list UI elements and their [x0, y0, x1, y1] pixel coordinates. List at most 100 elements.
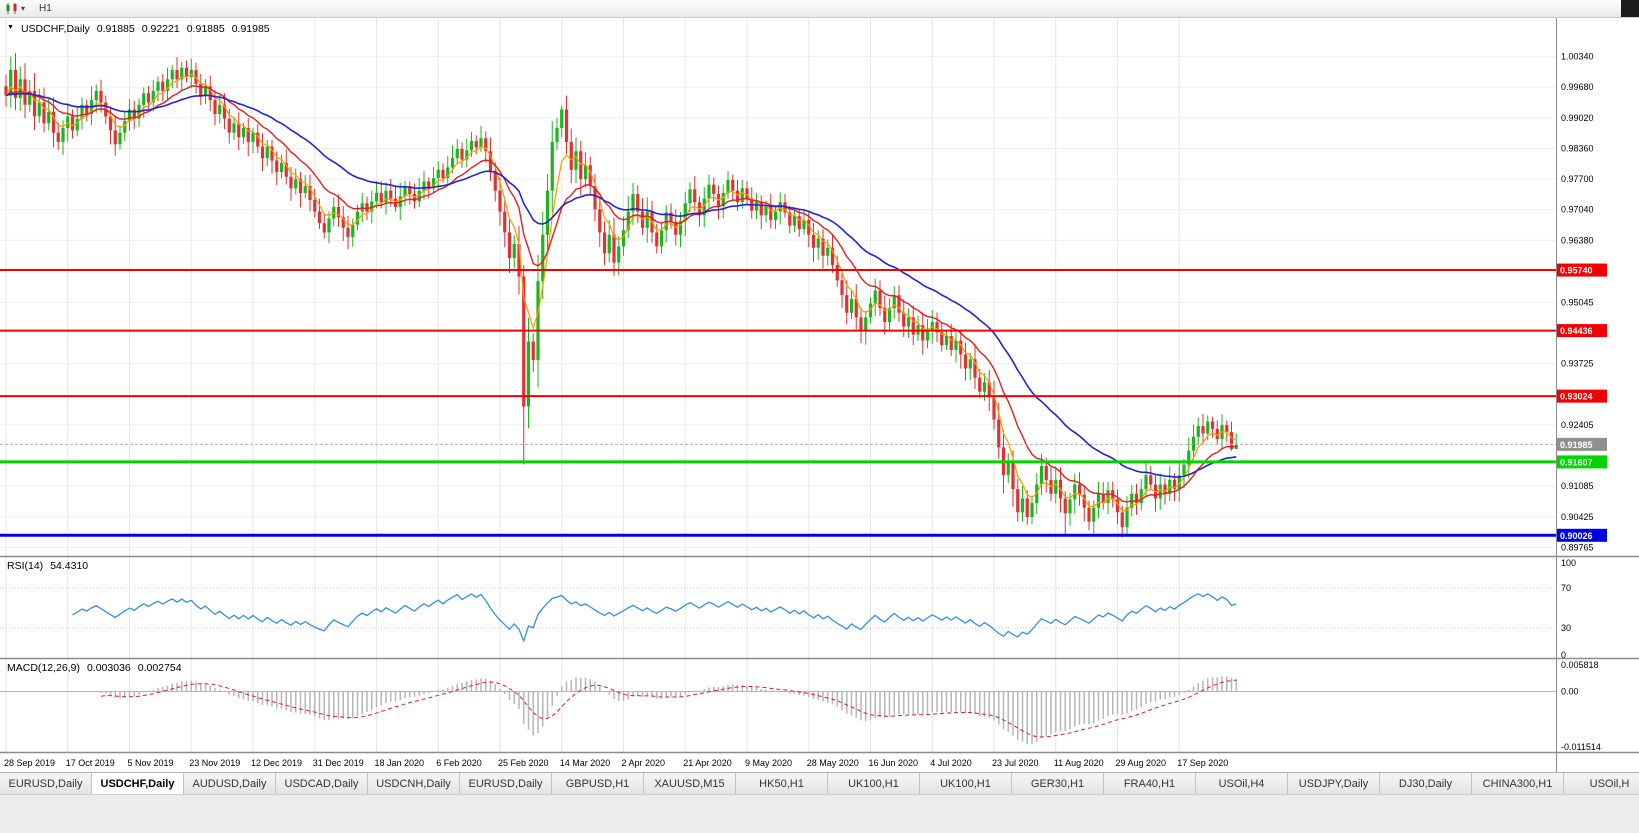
svg-text:0.93725: 0.93725	[1561, 359, 1594, 369]
svg-text:28 Sep 2019: 28 Sep 2019	[4, 758, 55, 768]
macd-indicator-value-main: 0.003036	[86, 662, 131, 674]
chart-tab-USOil-H4[interactable]: USOil,H4	[1196, 773, 1288, 795]
svg-text:4 Jul 2020: 4 Jul 2020	[930, 758, 972, 768]
svg-text:16 Jun 2020: 16 Jun 2020	[869, 758, 919, 768]
chart-tab-EURUSD-Daily[interactable]: EURUSD,Daily	[0, 773, 92, 795]
chart-tab-USDCNH-Daily[interactable]: USDCNH,Daily	[368, 773, 460, 795]
svg-text:31 Dec 2019: 31 Dec 2019	[313, 758, 364, 768]
svg-text:0: 0	[1561, 650, 1566, 660]
svg-text:0.97700: 0.97700	[1561, 174, 1594, 184]
chart-tab-GBPUSD-H1[interactable]: GBPUSD,H1	[552, 773, 644, 795]
chart-type-button[interactable]: ▾	[4, 2, 25, 15]
svg-text:23 Jul 2020: 23 Jul 2020	[992, 758, 1039, 768]
svg-text:18 Jan 2020: 18 Jan 2020	[375, 758, 425, 768]
svg-text:17 Oct 2019: 17 Oct 2019	[66, 758, 115, 768]
svg-text:11 Aug 2020: 11 Aug 2020	[1054, 758, 1104, 768]
svg-text:5 Nov 2019: 5 Nov 2019	[128, 758, 174, 768]
macd-pane-label: MACD(12,26,9) 0.003036 0.002754	[7, 662, 182, 674]
ma-fast-line	[5, 73, 1237, 512]
chart-tab-USOil-H[interactable]: USOil,H	[1564, 773, 1639, 795]
chart-tab-XAUUSD-M15[interactable]: XAUUSD,M15	[644, 773, 736, 795]
horizontal-levels	[0, 269, 1556, 537]
toolbar: ▾ M1M5M15M30H1H4D1W1MN	[0, 0, 1639, 78]
svg-text:0.89765: 0.89765	[1561, 542, 1594, 552]
rsi-axis: 100 70 30 0	[1561, 558, 1576, 660]
svg-text:9 May 2020: 9 May 2020	[745, 758, 792, 768]
chart-tab-AUDUSD-Daily[interactable]: AUDUSD,Daily	[184, 773, 276, 795]
chart-canvas[interactable]: 1.00340 0.99680 0.99020 0.98360 0.97700 0.970…	[0, 18, 1639, 772]
svg-text:0.91085: 0.91085	[1561, 481, 1594, 491]
date-axis: 28 Sep 2019 17 Oct 2019 5 Nov 2019 23 Nov 2…	[4, 758, 1228, 768]
svg-text:-0.011514: -0.011514	[1561, 742, 1601, 752]
chart-tab-EURUSD-Daily[interactable]: EURUSD,Daily	[460, 773, 552, 795]
svg-text:2 Apr 2020: 2 Apr 2020	[622, 758, 666, 768]
svg-text:0.97040: 0.97040	[1561, 205, 1594, 215]
price-axis: 1.00340 0.99680 0.99020 0.98360 0.97700 0.970…	[1556, 18, 1594, 772]
svg-text:30: 30	[1561, 623, 1571, 633]
macd-indicator-name: MACD(12,26,9)	[7, 662, 80, 674]
svg-text:25 Feb 2020: 25 Feb 2020	[498, 758, 549, 768]
macd-indicator-value-signal: 0.002754	[137, 662, 182, 674]
chart-tab-HK50-H1[interactable]: HK50,H1	[736, 773, 828, 795]
rsi-indicator-value: 54.4310	[50, 560, 89, 572]
svg-text:0.95740: 0.95740	[1560, 266, 1593, 276]
chart-window: 1.00340 0.99680 0.99020 0.98360 0.97700 0.970…	[0, 18, 1639, 772]
svg-text:0.99680: 0.99680	[1561, 82, 1594, 92]
ohlc-close: 0.91985	[231, 23, 270, 35]
svg-text:17 Sep 2020: 17 Sep 2020	[1177, 758, 1228, 768]
svg-text:0.91607: 0.91607	[1560, 457, 1593, 467]
timeframe-button-H1[interactable]: H1	[39, 2, 52, 14]
svg-text:29 Aug 2020: 29 Aug 2020	[1116, 758, 1167, 768]
svg-text:0.90425: 0.90425	[1561, 512, 1594, 522]
ohlc-low: 0.91885	[186, 23, 225, 35]
svg-text:12 Dec 2019: 12 Dec 2019	[251, 758, 302, 768]
chart-menu-arrow-icon: ▼	[7, 24, 14, 31]
svg-text:1.00340: 1.00340	[1561, 52, 1594, 62]
rsi-indicator-name: RSI(14)	[7, 560, 44, 572]
svg-text:0.005818: 0.005818	[1561, 660, 1599, 670]
chart-tab-UK100-H1[interactable]: UK100,H1	[920, 773, 1012, 795]
chart-tab-FRA40-H1[interactable]: FRA40,H1	[1104, 773, 1196, 795]
candlestick-chart-icon	[6, 3, 17, 14]
chart-tab-USDCHF-Daily[interactable]: USDCHF,Daily	[92, 773, 184, 795]
ohlc-high: 0.92221	[141, 23, 180, 35]
rsi-pane-label: RSI(14) 54.4310	[7, 560, 88, 572]
status-strip	[0, 794, 1639, 833]
chart-tab-GER30-H1[interactable]: GER30,H1	[1012, 773, 1104, 795]
chevron-down-icon: ▾	[21, 4, 26, 13]
svg-text:70: 70	[1561, 583, 1571, 593]
chart-tab-USDCAD-Daily[interactable]: USDCAD,Daily	[276, 773, 368, 795]
chart-tab-CHINA300-H1[interactable]: CHINA300,H1	[1472, 773, 1564, 795]
svg-text:0.00: 0.00	[1561, 686, 1579, 696]
price-badges: 0.95740 0.94436 0.93024 0.91607 0.90026 0.919…	[1557, 263, 1607, 542]
svg-text:0.91985: 0.91985	[1560, 440, 1593, 450]
chart-tab-USDJPY-Daily[interactable]: USDJPY,Daily	[1288, 773, 1380, 795]
macd-axis: 0.005818 0.00 -0.011514	[1561, 660, 1601, 752]
ohlc-open: 0.91885	[96, 23, 135, 35]
svg-text:0.93024: 0.93024	[1560, 392, 1593, 402]
svg-text:0.98360: 0.98360	[1561, 143, 1594, 153]
svg-text:0.92405: 0.92405	[1561, 420, 1594, 430]
svg-text:21 Apr 2020: 21 Apr 2020	[683, 758, 732, 768]
macd-histogram	[100, 676, 1237, 744]
svg-text:0.96380: 0.96380	[1561, 235, 1594, 245]
pane-separators	[0, 555, 1639, 754]
chart-tab-DJ30-Daily[interactable]: DJ30,Daily	[1380, 773, 1472, 795]
chart-tab-bar: EURUSD,Daily USDCHF,Daily AUDUSD,Daily USDC…	[0, 772, 1639, 795]
macd-signal-line	[100, 679, 1237, 738]
svg-text:0.90026: 0.90026	[1560, 531, 1593, 541]
chart-title: ▼ USDCHF,Daily 0.91885 0.92221 0.91885 0…	[7, 23, 270, 35]
svg-text:0.99020: 0.99020	[1561, 113, 1594, 123]
svg-text:0.95045: 0.95045	[1561, 297, 1594, 307]
rsi-line	[72, 593, 1237, 643]
svg-text:6 Feb 2020: 6 Feb 2020	[436, 758, 482, 768]
svg-text:14 Mar 2020: 14 Mar 2020	[560, 758, 611, 768]
chart-tab-UK100-H1[interactable]: UK100,H1	[828, 773, 920, 795]
svg-text:23 Nov 2019: 23 Nov 2019	[189, 758, 240, 768]
symbol-period-label: USDCHF,Daily	[20, 23, 90, 35]
svg-text:0.94436: 0.94436	[1560, 326, 1593, 336]
docked-panel-edge	[1621, 0, 1639, 17]
svg-text:28 May 2020: 28 May 2020	[807, 758, 859, 768]
ma-mid-line	[5, 85, 1237, 503]
